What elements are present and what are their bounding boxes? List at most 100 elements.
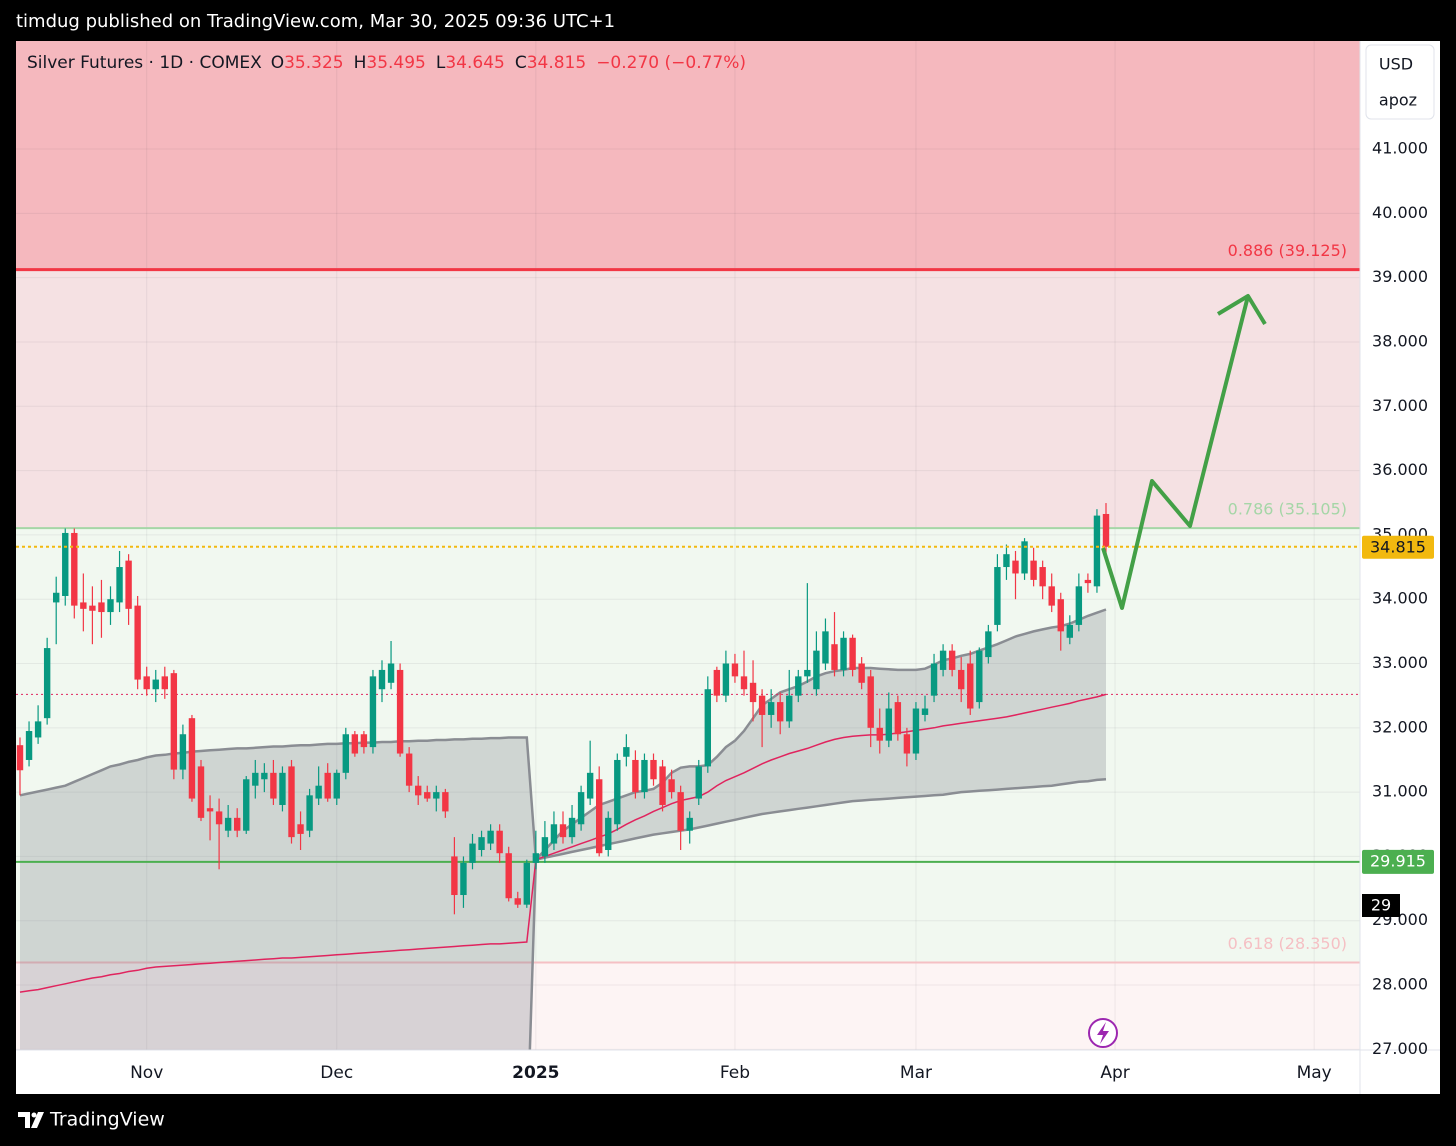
candle-body	[297, 824, 304, 834]
candle-body	[948, 650, 956, 670]
axis-badge-box	[1362, 894, 1400, 917]
ohlc-label: L	[436, 53, 446, 73]
candle-body	[433, 792, 440, 799]
candle-body	[1075, 586, 1083, 625]
candle-body	[541, 837, 549, 857]
footer-logo	[18, 1112, 44, 1128]
close-value: 34.815	[527, 53, 586, 73]
symbol-title: Silver Futures · 1D · COMEX	[27, 53, 262, 73]
footer-logo-dot	[31, 1112, 37, 1118]
candle-body	[387, 663, 395, 683]
y-tick-label: 41.000	[1372, 139, 1428, 158]
arrow-head	[1216, 294, 1267, 326]
candle-body	[813, 650, 820, 690]
y-tick-label: 31.000	[1372, 782, 1428, 801]
candle-body	[1039, 567, 1046, 587]
candle-body	[324, 772, 331, 799]
high-value: 35.495	[366, 53, 425, 73]
candle-body	[1102, 513, 1110, 547]
candle-body	[958, 669, 965, 690]
candle-body	[831, 644, 838, 670]
candle-body	[894, 702, 902, 735]
candle-body	[80, 602, 87, 609]
candle-body	[333, 772, 340, 799]
event-bolt	[1097, 1022, 1109, 1044]
candle-body	[722, 663, 730, 696]
candle-body	[550, 824, 558, 844]
candle-body	[867, 676, 874, 728]
candle-body	[704, 689, 711, 767]
candle-body	[559, 824, 567, 838]
band-lower	[528, 778, 1107, 1050]
candle-body	[62, 532, 69, 596]
x-tick-label: 2025	[512, 1063, 559, 1083]
candle-body	[188, 718, 196, 799]
candle-body	[134, 605, 141, 680]
candle-body	[116, 567, 123, 603]
candle-body	[179, 734, 187, 770]
candle-body	[306, 795, 313, 831]
candle-body	[1012, 560, 1019, 574]
candle-body	[758, 695, 766, 715]
candle-body	[921, 708, 929, 715]
projection-arrow	[1101, 295, 1250, 610]
candle-body	[1084, 579, 1092, 584]
candle-body	[107, 599, 114, 613]
plot-area	[16, 41, 1360, 1050]
candle-body	[478, 837, 485, 851]
band-fill	[20, 609, 1106, 1050]
candle-body	[243, 779, 250, 831]
candle-body	[342, 734, 349, 773]
candle-body	[34, 721, 42, 738]
candle-body	[270, 772, 277, 799]
candle-body	[731, 663, 739, 677]
candle-body	[206, 808, 214, 812]
candle-body	[641, 759, 648, 793]
change-value: −0.270 (−0.77%)	[596, 53, 746, 73]
y-tick-label: 33.000	[1372, 653, 1428, 672]
candle-body	[360, 734, 368, 748]
candle-body	[795, 676, 802, 696]
candle-body	[442, 792, 449, 812]
candle-body	[822, 631, 829, 664]
candle-body	[415, 785, 422, 796]
candle-body	[967, 663, 974, 709]
x-tick-label: Mar	[900, 1063, 932, 1083]
candle-body	[1048, 586, 1055, 606]
price-line-badge	[1362, 849, 1434, 874]
candle-body	[197, 766, 205, 818]
currency: USD	[1379, 55, 1413, 74]
candle-body	[994, 567, 1001, 625]
candle-body	[215, 811, 223, 825]
overlay: 0.886 (39.125) 0.786 (35.105) 0.618 (28.35…	[1228, 241, 1347, 953]
candle-body	[496, 830, 503, 854]
price-line-label: 29.915	[1370, 851, 1426, 870]
x-tick-label: Apr	[1100, 1063, 1129, 1083]
x-tick-label: Nov	[130, 1063, 163, 1083]
candle-body	[976, 650, 983, 703]
candle-body	[1030, 560, 1037, 580]
candle-body	[885, 708, 892, 741]
candle-body	[152, 679, 159, 690]
candle-body	[577, 792, 585, 825]
last-price-label: 34.815	[1370, 537, 1426, 556]
candle-body	[161, 676, 168, 690]
candle-body	[71, 532, 78, 606]
candle-body	[623, 747, 630, 757]
currency-box[interactable]	[1365, 44, 1435, 120]
candle-body	[632, 759, 639, 793]
candle-body	[668, 779, 675, 793]
candle-body	[170, 673, 178, 770]
candle-body	[25, 731, 33, 760]
candle-body	[713, 669, 721, 696]
fib-level-label: 0.886 (39.125)	[1228, 241, 1347, 260]
candle-body	[224, 817, 232, 831]
fib-zone	[16, 41, 1360, 270]
axis-badge: 29	[1371, 896, 1391, 915]
candle-body	[1066, 624, 1073, 638]
candle-body	[234, 817, 241, 831]
candle-body	[939, 650, 947, 670]
candle-body	[840, 637, 847, 670]
y-tick-label: 27.000	[1372, 1039, 1428, 1058]
candle-body	[405, 753, 413, 786]
